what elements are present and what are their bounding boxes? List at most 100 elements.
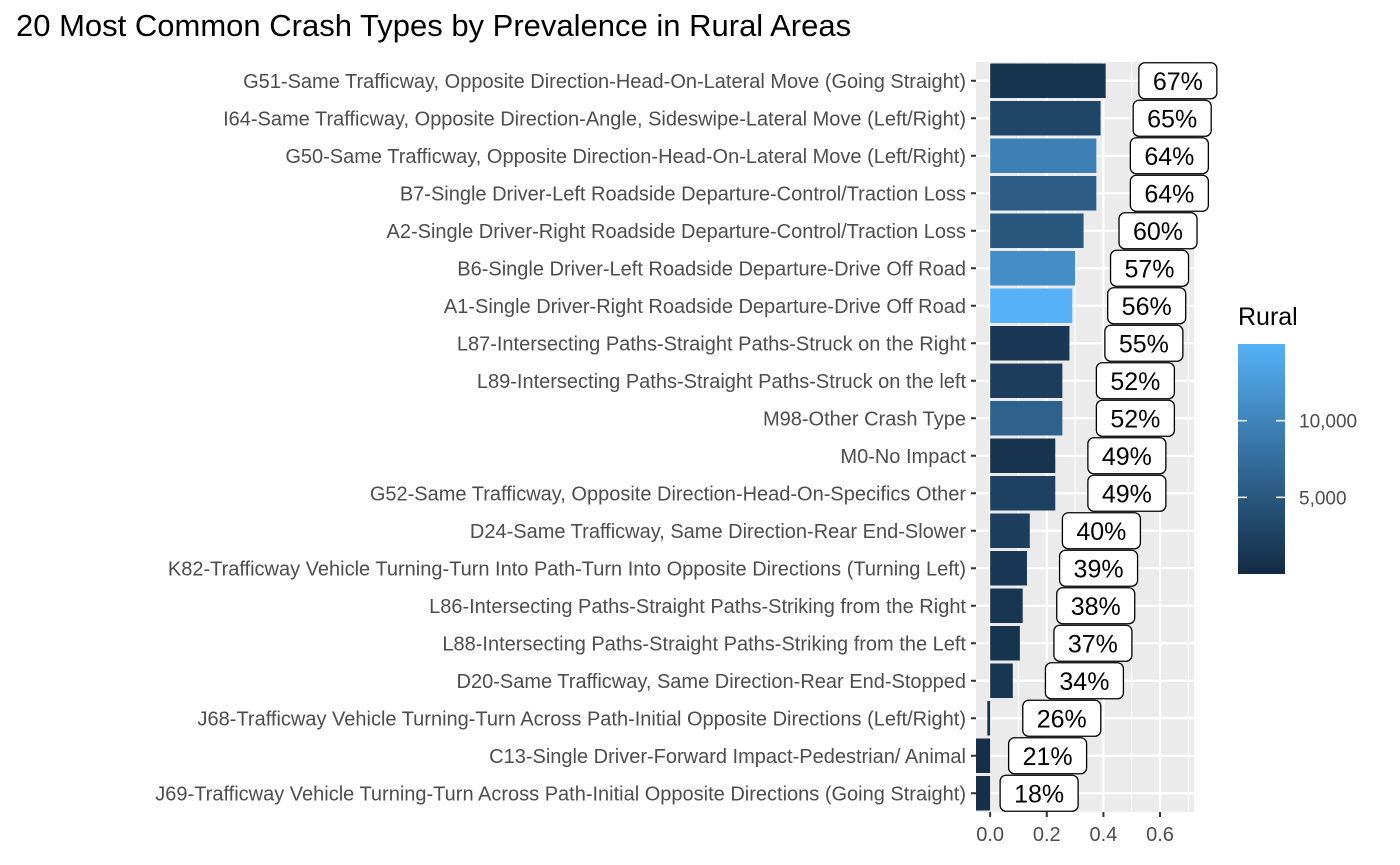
data-label-text: 52% xyxy=(1110,368,1160,396)
y-tick-label: D20-Same Trafficway, Same Direction-Rear… xyxy=(457,671,966,693)
y-tick-label: A1-Single Driver-Right Roadside Departur… xyxy=(444,296,966,318)
data-label-box xyxy=(1138,62,1218,100)
bar[interactable] xyxy=(990,101,1101,136)
data-label-text: 60% xyxy=(1133,218,1183,246)
data-label-box xyxy=(1087,437,1167,475)
y-tick-label: L89-Intersecting Paths-Straight Paths-St… xyxy=(477,371,967,393)
data-label-text: 38% xyxy=(1071,593,1121,621)
y-tick-label: M98-Other Crash Type xyxy=(763,408,966,430)
y-tick-label: J68-Trafficway Vehicle Turning-Turn Acro… xyxy=(198,708,966,730)
bar[interactable] xyxy=(990,138,1097,174)
data-label: 57% xyxy=(1109,249,1190,287)
data-label-text: 57% xyxy=(1125,255,1175,283)
bar[interactable] xyxy=(990,401,1063,436)
data-label-box xyxy=(1056,587,1136,625)
data-label: 56% xyxy=(1107,287,1187,325)
bar[interactable] xyxy=(987,701,991,736)
plot-panel xyxy=(976,62,1194,812)
y-tick-label: G52-Same Trafficway, Opposite Direction-… xyxy=(370,483,966,505)
y-tick-label: L87-Intersecting Paths-Straight Paths-St… xyxy=(457,333,967,355)
bar[interactable] xyxy=(990,588,1023,624)
data-label: 37% xyxy=(1053,624,1133,662)
data-label: 39% xyxy=(1058,549,1139,587)
data-label: 65% xyxy=(1132,99,1212,137)
chart-title: 20 Most Common Crash Types by Prevalence… xyxy=(16,8,852,43)
bar[interactable] xyxy=(990,476,1056,511)
data-label-text: 40% xyxy=(1076,518,1126,546)
y-tick-label: B7-Single Driver-Left Roadside Departure… xyxy=(400,183,966,205)
y-tick-label: I64-Same Trafficway, Opposite Direction-… xyxy=(223,108,966,130)
data-label: 64% xyxy=(1129,174,1210,212)
bar[interactable] xyxy=(976,738,991,774)
data-label-text: 37% xyxy=(1068,630,1118,658)
data-label-text: 49% xyxy=(1102,443,1152,471)
data-label: 49% xyxy=(1087,437,1167,475)
data-label-box xyxy=(999,774,1079,812)
bar[interactable] xyxy=(990,626,1020,661)
data-label: 21% xyxy=(1007,737,1088,775)
bar[interactable] xyxy=(990,63,1106,99)
data-label-text: 34% xyxy=(1059,668,1109,696)
data-label-box xyxy=(1044,662,1125,700)
data-label: 49% xyxy=(1087,474,1167,512)
x-tick-label: 0.4 xyxy=(1089,824,1117,846)
data-label-text: 56% xyxy=(1122,293,1172,321)
data-label: 34% xyxy=(1044,662,1125,700)
data-label: 18% xyxy=(999,774,1079,812)
y-tick-label: K82-Trafficway Vehicle Turning-Turn Into… xyxy=(168,558,966,580)
bar[interactable] xyxy=(976,776,991,811)
data-label-text: 18% xyxy=(1014,780,1064,808)
data-label-box xyxy=(1061,512,1142,550)
y-tick-label: M0-No Impact xyxy=(840,446,966,468)
bar[interactable] xyxy=(990,363,1063,399)
bar[interactable] xyxy=(990,251,1076,286)
data-label-box xyxy=(1104,324,1184,362)
bar[interactable] xyxy=(990,513,1030,549)
legend-tick-label: 10,000 xyxy=(1299,412,1357,433)
x-tick-label: 0.2 xyxy=(1033,824,1061,846)
bar[interactable] xyxy=(990,438,1056,474)
data-label: 26% xyxy=(1022,699,1102,737)
data-label: 38% xyxy=(1056,587,1136,625)
bar[interactable] xyxy=(990,288,1073,324)
data-label: 60% xyxy=(1118,212,1198,250)
bar[interactable] xyxy=(990,551,1027,586)
data-label-text: 21% xyxy=(1023,743,1073,771)
x-tick-label: 0.0 xyxy=(976,824,1004,846)
bar[interactable] xyxy=(990,326,1070,361)
data-label-box xyxy=(1058,549,1139,587)
y-tick-label: L88-Intersecting Paths-Straight Paths-St… xyxy=(442,633,966,655)
data-label: 67% xyxy=(1138,62,1218,100)
data-label-text: 64% xyxy=(1144,180,1194,208)
data-label-text: 39% xyxy=(1074,555,1124,583)
data-label-box xyxy=(1132,99,1212,137)
data-label-box xyxy=(1095,362,1176,400)
data-label-box xyxy=(1129,174,1210,212)
data-label: 40% xyxy=(1061,512,1142,550)
data-label-box xyxy=(1118,212,1198,250)
data-label-text: 55% xyxy=(1119,330,1169,358)
data-label-box xyxy=(1087,474,1167,512)
data-label-box xyxy=(1007,737,1088,775)
data-label-text: 67% xyxy=(1153,68,1203,96)
data-label-text: 26% xyxy=(1037,705,1087,733)
bar[interactable] xyxy=(990,213,1084,249)
bar[interactable] xyxy=(990,663,1013,699)
y-tick-label: J69-Trafficway Vehicle Turning-Turn Acro… xyxy=(155,783,966,805)
data-label: 55% xyxy=(1104,324,1184,362)
data-label: 52% xyxy=(1095,362,1176,400)
bar[interactable] xyxy=(990,176,1097,211)
y-tick-label: B6-Single Driver-Left Roadside Departure… xyxy=(457,258,966,280)
legend-colorbar xyxy=(1238,344,1285,574)
y-tick-label: L86-Intersecting Paths-Straight Paths-St… xyxy=(429,596,966,618)
y-tick-label: G51-Same Trafficway, Opposite Direction-… xyxy=(243,71,966,93)
x-tick-label: 0.6 xyxy=(1146,824,1174,846)
data-label-box xyxy=(1109,249,1190,287)
legend-title: Rural xyxy=(1238,303,1298,331)
data-label-text: 52% xyxy=(1110,405,1160,433)
y-tick-label: D24-Same Trafficway, Same Direction-Rear… xyxy=(470,521,966,543)
legend-tick-label: 5,000 xyxy=(1299,488,1347,509)
data-label-text: 65% xyxy=(1147,105,1197,133)
data-label-box xyxy=(1022,699,1102,737)
